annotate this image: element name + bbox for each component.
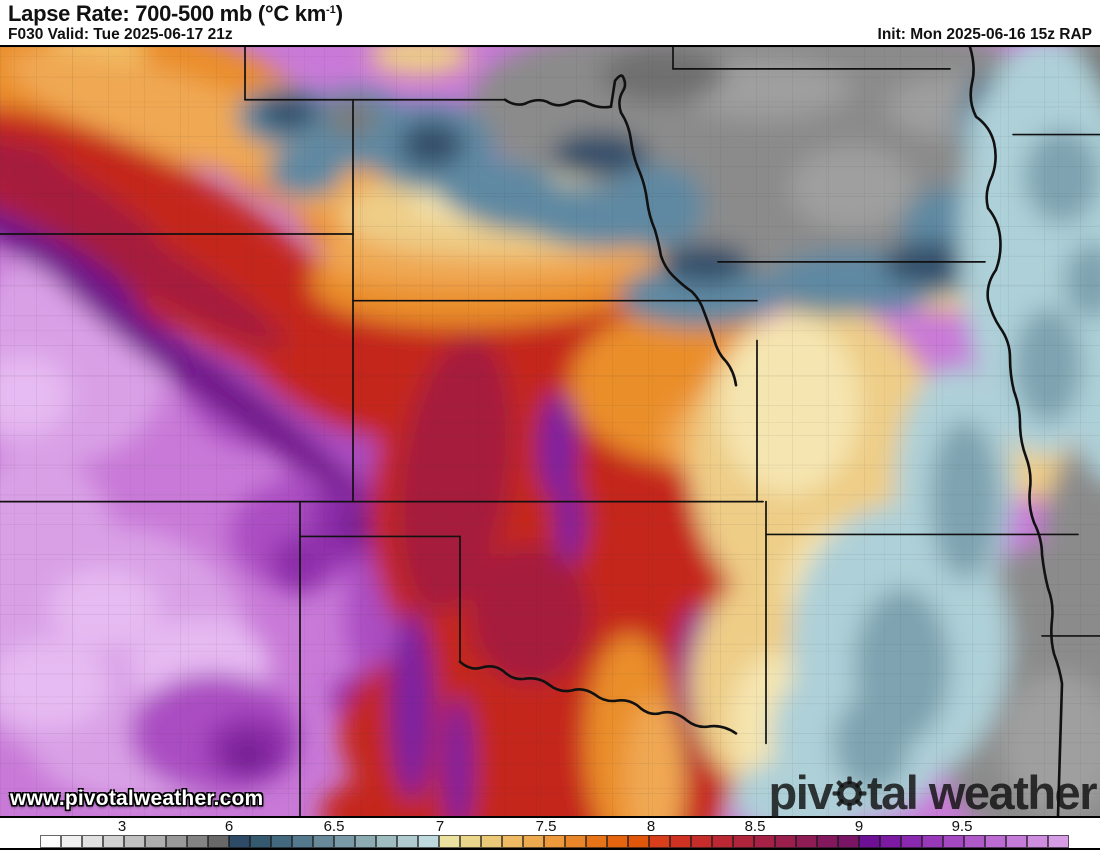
colorbar-tick-label: 8 — [646, 818, 656, 835]
colorbar-cell — [439, 835, 460, 848]
colorbar-cell — [292, 835, 313, 848]
page-title: Lapse Rate: 700-500 mb (°C km-1) — [8, 1, 343, 27]
logo-suffix: tal weather — [866, 766, 1098, 819]
colorbar-cell — [313, 835, 334, 848]
colorbar-tick-label: 8.5 — [744, 818, 766, 835]
colorbar-cell — [460, 835, 481, 848]
colorbar-cell — [775, 835, 796, 848]
colorbar-cell — [61, 835, 82, 848]
colorbar-cell — [103, 835, 124, 848]
colorbar-cell — [985, 835, 1006, 848]
colorbar: 3 6 6.5 7 7.5 8 8.5 9 9.5 — [0, 818, 1100, 850]
colorbar-cell — [166, 835, 187, 848]
colorbar-cell — [208, 835, 229, 848]
pivotal-weather-logo: piv tal weather — [768, 765, 1098, 820]
header: Lapse Rate: 700-500 mb (°C km-1) F030 Va… — [0, 0, 1100, 45]
colorbar-cell — [1048, 835, 1069, 848]
colorbar-cell — [712, 835, 733, 848]
colorbar-cell — [670, 835, 691, 848]
colorbar-cell — [376, 835, 397, 848]
colorbar-tick-label: 6 — [224, 818, 234, 835]
colorbar-cell — [796, 835, 817, 848]
gear-icon — [832, 776, 867, 811]
colorbar-tick-label: 9.5 — [951, 818, 973, 835]
colorbar-cell — [565, 835, 586, 848]
watermark-url: www.pivotalweather.com — [10, 787, 264, 810]
colorbar-cell — [271, 835, 292, 848]
logo-prefix: piv — [768, 766, 834, 819]
state-borders — [0, 47, 1100, 816]
missouri-river — [503, 74, 738, 387]
colorbar-cell — [859, 835, 880, 848]
colorbar-tick-label: 9 — [854, 818, 864, 835]
colorbar-cell — [943, 835, 964, 848]
colorbar-cell — [838, 835, 859, 848]
colorbar-cell — [124, 835, 145, 848]
colorbar-cell — [481, 835, 502, 848]
colorbar-cell — [187, 835, 208, 848]
colorbar-cell — [607, 835, 628, 848]
map-canvas: www.pivotalweather.com piv tal weather — [0, 45, 1100, 820]
colorbar-cell — [586, 835, 607, 848]
colorbar-cell — [691, 835, 712, 848]
colorbar-cell — [502, 835, 523, 848]
colorbar-tick-label: 7.5 — [535, 818, 557, 835]
colorbar-cell — [754, 835, 775, 848]
colorbar-cell — [418, 835, 439, 848]
county-grid-2 — [0, 47, 1100, 816]
init-time-label: Init: Mon 2025-06-16 15z RAP — [877, 26, 1092, 43]
title-close: ) — [335, 1, 343, 26]
mississippi-river — [968, 47, 1064, 816]
title-superscript: -1 — [326, 4, 336, 16]
colorbar-cells — [0, 835, 1100, 848]
colorbar-cell — [817, 835, 838, 848]
colorbar-cell — [1027, 835, 1048, 848]
colorbar-cell — [544, 835, 565, 848]
colorbar-cell — [40, 835, 61, 848]
colorbar-cell — [1006, 835, 1027, 848]
colorbar-tick-label: 3 — [117, 818, 127, 835]
colorbar-cell — [250, 835, 271, 848]
colorbar-cell — [628, 835, 649, 848]
colorbar-cell — [649, 835, 670, 848]
valid-time-label: F030 Valid: Tue 2025-06-17 21z — [8, 26, 233, 43]
colorbar-cell — [901, 835, 922, 848]
colorbar-cell — [145, 835, 166, 848]
colorbar-cell — [334, 835, 355, 848]
red-river — [458, 660, 738, 735]
colorbar-tick-label: 7 — [435, 818, 445, 835]
lapse-rate-field — [0, 47, 1100, 816]
river-borders — [458, 47, 1064, 816]
colorbar-cell — [964, 835, 985, 848]
colorbar-cell — [523, 835, 544, 848]
colorbar-cell — [355, 835, 376, 848]
colorbar-cell — [733, 835, 754, 848]
colorbar-tick-label: 6.5 — [323, 818, 345, 835]
colorbar-cell — [880, 835, 901, 848]
colorbar-cell — [229, 835, 250, 848]
colorbar-cell — [922, 835, 943, 848]
colorbar-cell — [397, 835, 418, 848]
title-text: Lapse Rate: 700-500 mb (°C km — [8, 1, 327, 26]
colorbar-cell — [82, 835, 103, 848]
